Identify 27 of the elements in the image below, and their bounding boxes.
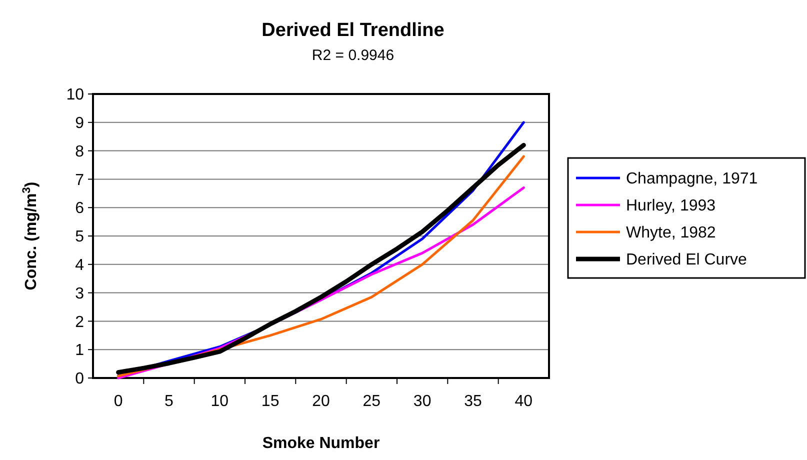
y-tick-label: 10 [66, 86, 84, 104]
x-axis-title: Smoke Number [262, 435, 380, 452]
legend-label: Hurley, 1993 [626, 198, 716, 215]
y-tick-label: 1 [75, 342, 84, 360]
y-tick-label: 5 [75, 228, 84, 246]
legend-label: Champagne, 1971 [626, 170, 758, 188]
y-tick-label: 2 [75, 314, 84, 331]
chart-subtitle: R2 = 0.9946 [312, 47, 394, 64]
y-tick-label: 8 [75, 143, 84, 160]
x-tick-label: 40 [514, 393, 533, 410]
y-tick-label: 7 [75, 172, 84, 189]
chart-title: Derived El Trendline [262, 20, 444, 41]
x-tick-label: 0 [114, 393, 123, 410]
x-tick-label: 5 [164, 393, 174, 410]
x-tick-label: 35 [464, 393, 482, 410]
y-tick-label: 4 [75, 257, 84, 274]
y-tick-label: 9 [75, 115, 84, 132]
x-tick-label: 30 [413, 393, 432, 410]
x-tick-label: 20 [312, 393, 330, 410]
x-tick-label: 10 [210, 393, 229, 410]
x-tick-label: 15 [261, 393, 280, 410]
legend-label: Derived El Curve [626, 252, 748, 269]
y-tick-label: 6 [75, 200, 84, 218]
x-tick-label: 25 [362, 393, 381, 410]
y-tick-label: 3 [75, 285, 84, 302]
y-tick-label: 0 [75, 370, 84, 388]
legend-label: Whyte, 1982 [626, 224, 716, 242]
